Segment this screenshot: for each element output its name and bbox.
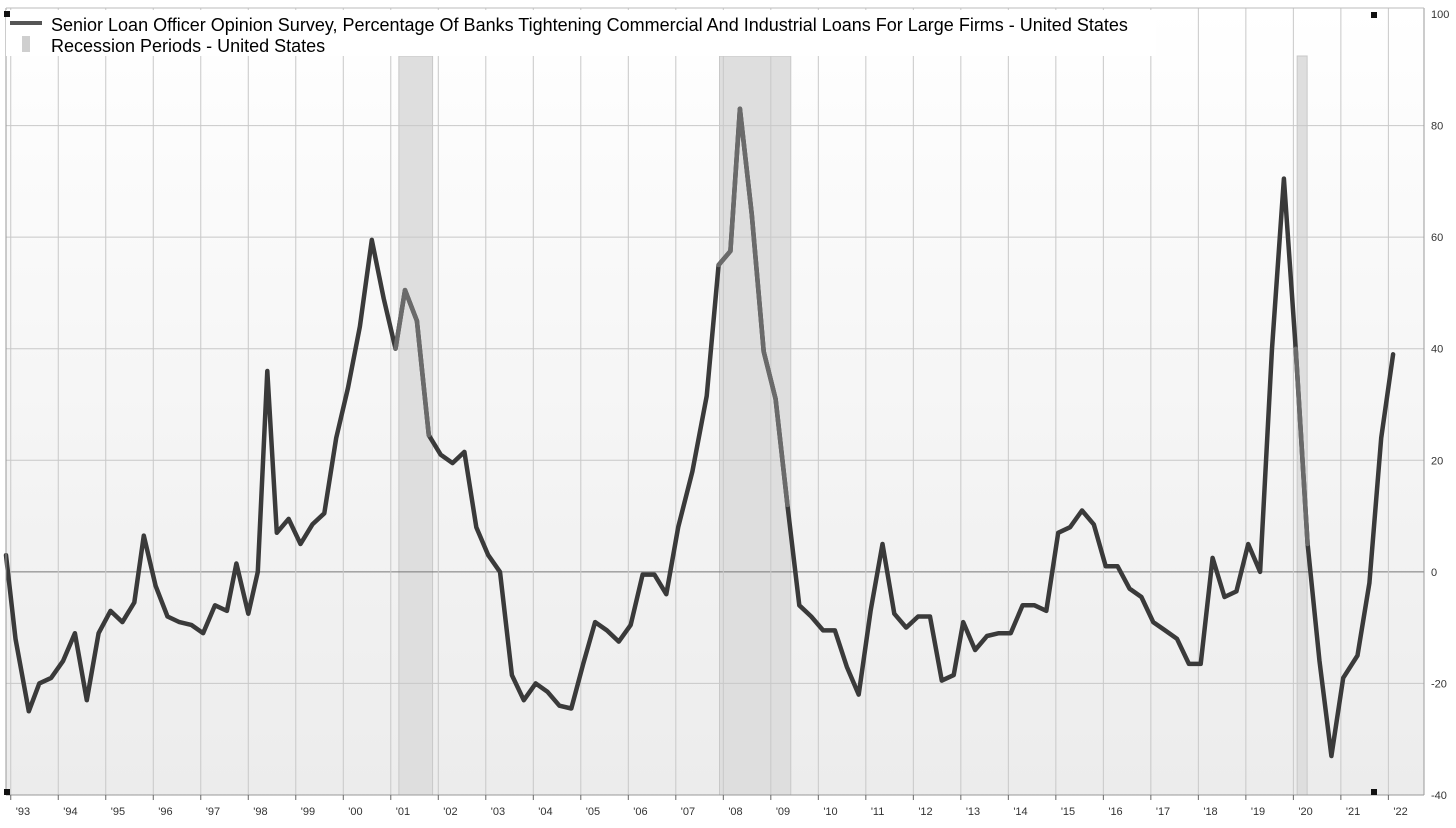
y-tick-label: 60 [1431, 232, 1443, 244]
x-tick-label: '21 [1346, 806, 1360, 818]
x-tick-label: '17 [1156, 806, 1170, 818]
x-tick-label: '95 [111, 806, 125, 818]
x-tick-label: '10 [823, 806, 837, 818]
x-tick-label: '16 [1108, 806, 1122, 818]
corner-marker-top-left [4, 11, 10, 17]
y-tick-label: 100 [1431, 9, 1449, 21]
x-tick-label: '98 [253, 806, 267, 818]
x-tick-label: '05 [586, 806, 600, 818]
x-tick-label: '08 [728, 806, 742, 818]
x-tick-label: '00 [348, 806, 362, 818]
x-tick-label: '94 [63, 806, 77, 818]
corner-marker-bottom-left [4, 789, 10, 795]
x-tick-label: '06 [633, 806, 647, 818]
legend-band-swatch [22, 36, 30, 52]
x-tick-label: '99 [301, 806, 315, 818]
x-tick-label: '03 [491, 806, 505, 818]
y-tick-label: 0 [1431, 567, 1437, 579]
x-tick-label: '22 [1393, 806, 1407, 818]
x-tick-label: '02 [443, 806, 457, 818]
y-tick-label: 20 [1431, 455, 1443, 467]
legend-series-label: Senior Loan Officer Opinion Survey, Perc… [51, 15, 1128, 35]
x-tick-label: '20 [1298, 806, 1312, 818]
x-tick-label: '14 [1013, 806, 1027, 818]
x-tick-label: '96 [158, 806, 172, 818]
x-tick-label: '12 [918, 806, 932, 818]
x-tick-label: '01 [396, 806, 410, 818]
y-tick-label: -20 [1431, 678, 1447, 690]
legend-recession-label: Recession Periods - United States [51, 36, 325, 56]
x-tick-label: '11 [871, 806, 885, 818]
x-tick-label: '04 [538, 806, 552, 818]
y-tick-label: 80 [1431, 121, 1443, 133]
corner-marker-bottom-right [1371, 789, 1377, 795]
y-tick-label: -40 [1431, 790, 1447, 802]
x-tick-label: '09 [776, 806, 790, 818]
x-tick-label: '93 [16, 806, 30, 818]
x-tick-label: '13 [966, 806, 980, 818]
x-tick-label: '07 [681, 806, 695, 818]
x-tick-label: '15 [1061, 806, 1075, 818]
corner-marker-top-right [1371, 12, 1377, 18]
x-tick-label: '18 [1203, 806, 1217, 818]
x-tick-label: '97 [206, 806, 220, 818]
y-tick-label: 40 [1431, 344, 1443, 356]
x-tick-label: '19 [1251, 806, 1265, 818]
legend: Senior Loan Officer Opinion Survey, Perc… [6, 10, 1156, 56]
